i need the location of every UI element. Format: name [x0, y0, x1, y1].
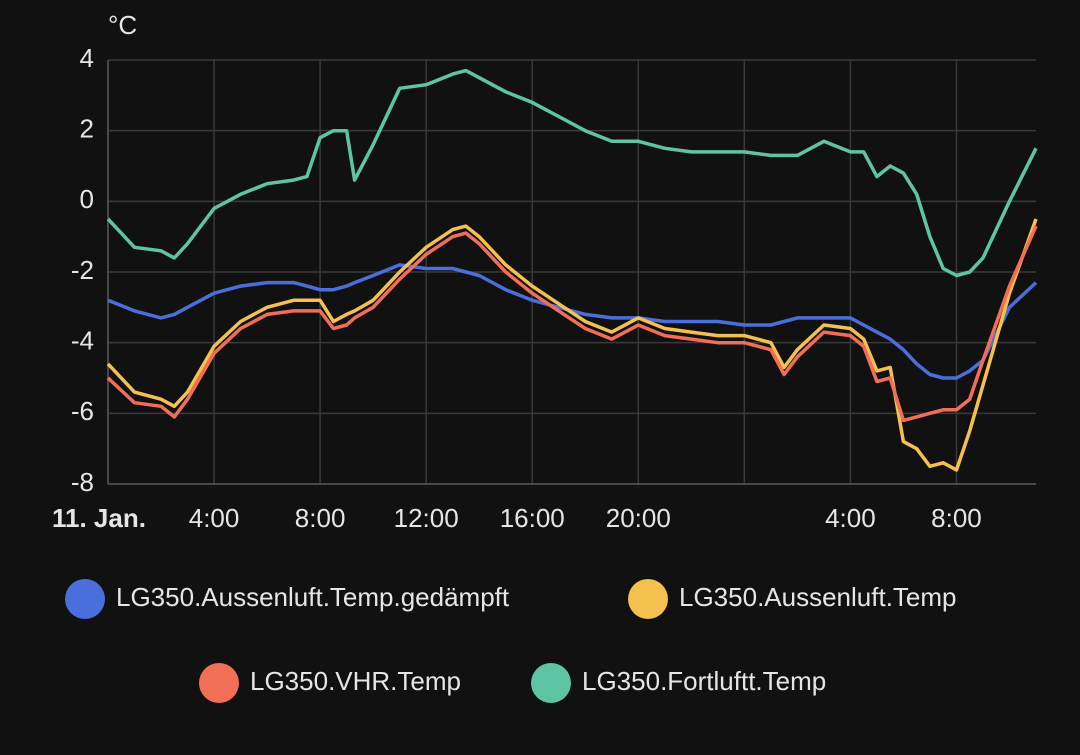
x-tick-label: 8:00 [931, 503, 982, 533]
x-tick-label: 20:00 [606, 503, 671, 533]
legend-label: LG350.Aussenluft.Temp [679, 582, 957, 612]
y-tick-label: -2 [71, 255, 94, 285]
legend-label: LG350.VHR.Temp [250, 666, 461, 696]
x-tick-label: 8:00 [295, 503, 346, 533]
y-tick-label: 4 [80, 43, 94, 73]
series-line [106, 68, 1038, 278]
y-tick-label: -6 [71, 396, 94, 426]
x-tick-label: 4:00 [189, 503, 240, 533]
legend-swatch [628, 579, 668, 619]
x-tick-label: 16:00 [500, 503, 565, 533]
series-line [106, 225, 1038, 423]
y-tick-label: -4 [71, 326, 94, 356]
series-line [106, 218, 1038, 472]
legend-swatch [199, 663, 239, 703]
legend-swatch [65, 579, 105, 619]
legend-label: LG350.Fortluftt.Temp [582, 666, 826, 696]
y-tick-label: -8 [71, 467, 94, 497]
y-axis-unit: °C [108, 10, 137, 40]
legend-swatch [531, 663, 571, 703]
x-tick-label: 4:00 [825, 503, 876, 533]
legend-label: LG350.Aussenluft.Temp.gedämpft [116, 582, 510, 612]
x-tick-label: 12:00 [394, 503, 459, 533]
y-tick-label: 0 [80, 184, 94, 214]
x-tick-label: 11. Jan. [52, 503, 146, 533]
y-tick-label: 2 [80, 114, 94, 144]
series-line [107, 263, 1038, 380]
